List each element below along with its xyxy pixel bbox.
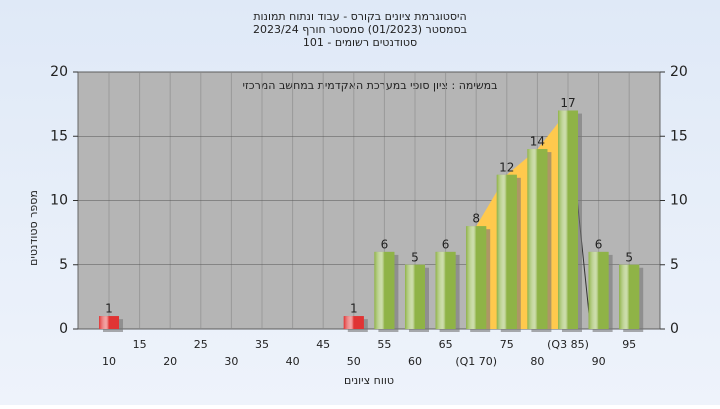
data-label: 17 (560, 96, 575, 110)
data-label: 6 (442, 237, 450, 251)
bar-shine (99, 316, 119, 329)
y-tick-label: 5 (59, 257, 68, 273)
x-tick-label: 75 (500, 338, 514, 351)
x-tick-label: 90 (592, 355, 606, 368)
data-label: 6 (595, 237, 603, 251)
title-line: היסטוגרמת ציונים בקורס - עבוד ונתוח תמונ… (253, 10, 466, 23)
x-tick-label: 45 (316, 338, 330, 351)
data-label: 5 (625, 250, 633, 264)
x-tick-label: 30 (224, 355, 238, 368)
bar-shine (496, 174, 517, 329)
bar-shine (588, 251, 609, 329)
x-tick-label: 10 (102, 355, 116, 368)
x-tick-label: 65 (439, 338, 453, 351)
x-tick-label: 50 (347, 355, 361, 368)
bar-shine (466, 226, 487, 329)
y2-tick-label: 10 (670, 193, 688, 209)
y-tick-label: 0 (59, 321, 68, 337)
bar-shine (435, 251, 456, 329)
y-tick-label: 20 (50, 64, 68, 80)
annotation: במשימה : ציון סופי במערכת האקדמית במחשב … (243, 79, 498, 92)
data-label: 14 (530, 135, 545, 149)
x-tick-label: 40 (286, 355, 300, 368)
x-tick-label: 35 (255, 338, 269, 351)
x-tick-label: (Q1 70) (455, 355, 497, 368)
x-axis-label: טווח ציונים (344, 374, 394, 387)
bar-shine (619, 264, 640, 329)
x-tick-label: 60 (408, 355, 422, 368)
x-tick-label: 80 (530, 355, 544, 368)
y2-tick-label: 15 (670, 128, 688, 144)
y-axis-label: מספר סטודנטים (27, 190, 40, 266)
data-label: 5 (411, 250, 419, 264)
data-label: 6 (381, 237, 389, 251)
title-line: בסמסטר (01/2023) סמסטר חורף 2023/24 (253, 23, 467, 36)
data-label: 1 (350, 302, 358, 316)
x-tick-label: 55 (377, 338, 391, 351)
y2-tick-label: 20 (670, 64, 688, 80)
bar-shine (527, 149, 548, 329)
data-label: 8 (472, 212, 480, 226)
bar-shine (343, 316, 364, 329)
data-label: 12 (499, 160, 514, 174)
x-tick-label: 15 (133, 338, 147, 351)
bar-shine (558, 110, 578, 329)
x-tick-label: 95 (622, 338, 636, 351)
x-tick-label: (Q3 85) (547, 338, 589, 351)
y2-tick-label: 0 (670, 321, 679, 337)
y-tick-label: 15 (50, 128, 68, 144)
y-tick-label: 10 (50, 193, 68, 209)
bar-shine (405, 264, 425, 329)
y2-tick-label: 5 (670, 257, 679, 273)
title-line: סטודנטים רשומים - 101 (303, 36, 417, 49)
x-tick-label: 20 (163, 355, 177, 368)
x-tick-label: 25 (194, 338, 208, 351)
data-label: 1 (105, 302, 113, 316)
bar-shine (374, 251, 395, 329)
